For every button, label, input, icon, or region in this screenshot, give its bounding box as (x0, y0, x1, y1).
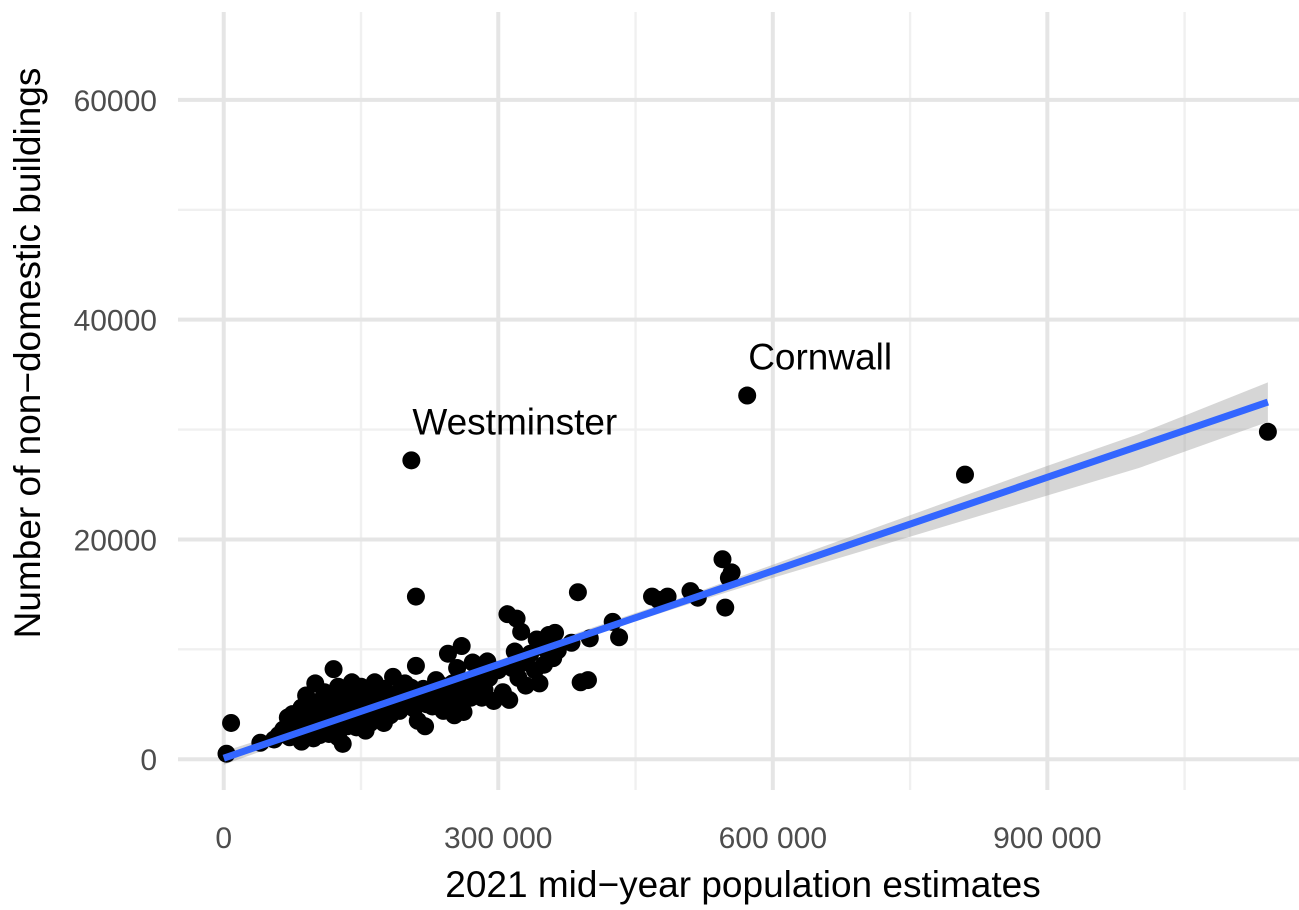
data-point (306, 706, 325, 725)
x-axis-title: 2021 mid−year population estimates (445, 864, 1040, 905)
data-point (452, 637, 471, 656)
data-point (658, 587, 677, 606)
data-point (222, 713, 241, 732)
fit-line-layer (222, 398, 1270, 762)
data-point (324, 660, 343, 679)
data-point (402, 451, 421, 470)
data-point (512, 622, 531, 641)
x-tick-label: 300 000 (444, 822, 552, 855)
fit-line (222, 398, 1270, 762)
y-tick-label: 60000 (74, 85, 157, 118)
data-point (546, 623, 565, 642)
point-annotation: Westminster (412, 401, 617, 442)
y-axis-title: Number of non−domestic buildings (7, 68, 48, 639)
y-tick-label: 0 (140, 744, 157, 777)
data-point (738, 386, 757, 405)
data-point (1258, 422, 1277, 441)
data-point (722, 563, 741, 582)
x-tick-label: 0 (215, 822, 232, 855)
data-point (516, 676, 535, 695)
point-annotation: Cornwall (748, 337, 892, 378)
data-point (713, 550, 732, 569)
tick-labels: 0 300 000 600 000 900 000 0 20000 40000 60000 (74, 85, 1102, 855)
gridlines (178, 12, 1299, 790)
data-point (500, 690, 519, 709)
data-point (452, 684, 471, 703)
data-point (454, 702, 473, 721)
data-point (568, 583, 587, 602)
data-points (217, 386, 1277, 763)
data-point (578, 671, 597, 690)
data-point (406, 656, 425, 675)
data-point (463, 653, 482, 672)
data-point (448, 659, 467, 678)
data-point (955, 465, 974, 484)
y-tick-label: 20000 (74, 524, 157, 557)
data-point (438, 644, 457, 663)
y-tick-label: 40000 (74, 305, 157, 338)
x-tick-label: 600 000 (719, 822, 827, 855)
data-point (716, 598, 735, 617)
annotations: Westminster Cornwall (412, 337, 892, 443)
data-point (416, 717, 435, 736)
data-point (530, 674, 549, 693)
data-point (610, 628, 629, 647)
data-point (406, 587, 425, 606)
x-tick-label: 900 000 (993, 822, 1101, 855)
data-point (329, 728, 348, 747)
